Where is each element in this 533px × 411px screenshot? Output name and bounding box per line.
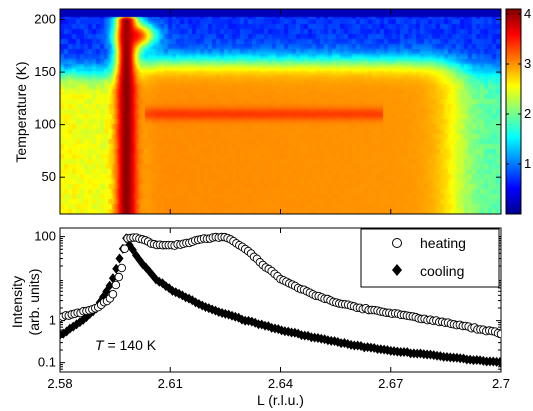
y-tick-label: 200 <box>34 12 56 27</box>
colorbar: 1 2 3 4 <box>505 6 531 215</box>
intensity-y-axis: 0.1 1 100 <box>34 229 501 373</box>
temperature-annotation: T = 140 K <box>95 337 157 353</box>
legend-heating-marker <box>392 238 402 248</box>
cooling-point <box>115 253 124 264</box>
legend-cooling-marker <box>392 264 402 276</box>
colorbar-frame <box>505 8 522 215</box>
y-tick-label: 100 <box>34 229 56 244</box>
x-tick-label: 2.67 <box>378 376 403 391</box>
heatmap-y-axis: 50 100 150 200 <box>34 9 502 214</box>
heating-point <box>120 244 129 253</box>
heatmap-y-axis-label: Temperature (K) <box>13 61 29 162</box>
series-cooling <box>60 233 501 368</box>
legend-box <box>360 228 500 288</box>
heating-point <box>114 272 124 282</box>
intensity-x-axis: 2.58 2.61 2.64 2.67 2.7 <box>47 228 510 391</box>
x-axis-label: L (r.l.u.) <box>257 392 304 408</box>
heating-point <box>111 280 121 290</box>
legend: heating cooling <box>360 228 500 288</box>
x-tick-label: 2.7 <box>492 376 510 391</box>
heating-point <box>117 263 126 273</box>
y-tick-label: 100 <box>34 117 56 132</box>
heatmap-panel: 50 100 150 200 Temperature (K) <box>13 8 502 215</box>
colorbar-tick-label: 1 <box>524 156 531 171</box>
colorbar-ticks: 1 2 3 4 <box>506 6 531 171</box>
heatmap-image <box>60 9 501 214</box>
x-tick-label: 2.61 <box>158 376 183 391</box>
legend-heating-label: heating <box>420 235 466 251</box>
cooling-point <box>60 328 68 339</box>
y-tick-label: 50 <box>42 169 56 184</box>
y-axis-label-line1: Intensity <box>9 276 25 328</box>
heating-point <box>496 329 501 339</box>
colorbar-tick-label: 4 <box>524 6 531 21</box>
legend-cooling-label: cooling <box>420 263 464 279</box>
annotation-rest: = 140 K <box>104 337 157 353</box>
x-tick-label: 2.58 <box>47 376 72 391</box>
y-axis-label-line2: (arb. units) <box>26 269 42 336</box>
colorbar-tick-label: 3 <box>524 56 531 71</box>
cooling-point <box>105 280 114 291</box>
series-heating <box>60 232 501 339</box>
annotation-italic: T <box>95 337 105 353</box>
colorbar-tick-label: 2 <box>524 106 531 121</box>
colorbar-gradient <box>506 9 521 214</box>
intensity-panel: 2.58 2.61 2.64 2.67 2.7 0.1 1 100 L (r.l.u.) I… <box>9 227 510 408</box>
y-tick-label: 150 <box>34 64 56 79</box>
cooling-point <box>495 357 501 368</box>
heating-point <box>108 290 118 299</box>
y-tick-label: 1 <box>49 313 56 328</box>
x-tick-label: 2.64 <box>268 376 293 391</box>
y-tick-label: 0.1 <box>38 355 56 370</box>
